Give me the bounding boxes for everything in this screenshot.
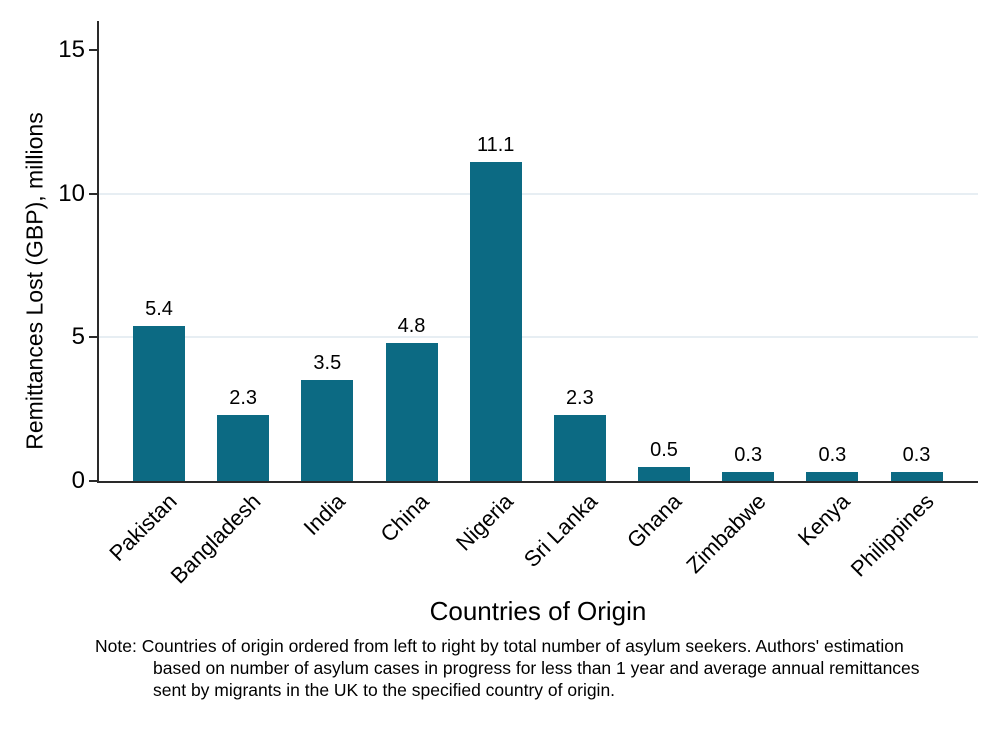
note-line-3: sent by migrants in the UK to the specif… [153,680,616,700]
bar-nigeria [469,162,522,481]
x-axis [97,481,978,483]
y-tick-10 [89,192,97,195]
note-line-2: based on number of asylum cases in progr… [153,658,920,678]
bar-ghana [638,466,691,481]
bar-value-india: 3.5 [313,352,342,375]
note-line-1: Note: Countries of origin ordered from l… [95,636,904,656]
x-tick-label-india: India [298,488,350,541]
bar-philippines [890,472,943,481]
x-tick-label-ghana: Ghana [621,488,687,553]
bar-value-bangladesh: 2.3 [229,386,258,409]
bar-value-philippines: 0.3 [902,444,931,467]
y-tick-5 [89,336,97,339]
bar-bangladesh [217,414,270,481]
y-tick-label-15: 15 [58,36,85,63]
bar-value-sri-lanka: 2.3 [565,386,594,409]
x-tick-label-nigeria: Nigeria [450,488,518,556]
y-tick-15 [89,49,97,51]
x-axis-title: Countries of Origin [429,596,647,626]
x-tick-label-bangladesh: Bangladesh [165,488,266,589]
bar-value-pakistan: 5.4 [145,297,173,320]
bar-pakistan [133,325,185,481]
bar-zimbabwe [722,472,775,481]
bar-kenya [806,472,859,481]
gridline-5 [99,336,978,339]
chart-note: Note: Countries of origin ordered from l… [95,635,920,701]
bar-value-nigeria: 11.1 [476,134,515,157]
y-axis [97,21,99,483]
x-tick-label-zimbabwe: Zimbabwe [681,488,771,579]
y-tick-0 [89,480,97,482]
bar-sri-lanka [553,414,606,481]
bar-value-ghana: 0.5 [650,438,678,461]
y-tick-label-0: 0 [71,467,85,494]
y-tick-label-10: 10 [58,179,85,207]
x-tick-label-philippines: Philippines [845,488,939,582]
bar-china [385,343,438,481]
bar-value-kenya: 0.3 [818,444,847,467]
x-tick-label-pakistan: Pakistan [103,488,182,566]
gridline-10 [99,192,978,195]
x-tick-label-sri-lanka: Sri Lanka [518,488,603,572]
x-tick-label-china: China [375,488,434,547]
bar-india [301,380,354,481]
x-tick-label-kenya: Kenya [792,488,855,551]
bar-value-zimbabwe: 0.3 [734,444,763,467]
bar-value-china: 4.8 [397,315,426,338]
y-tick-label-5: 5 [71,323,85,351]
